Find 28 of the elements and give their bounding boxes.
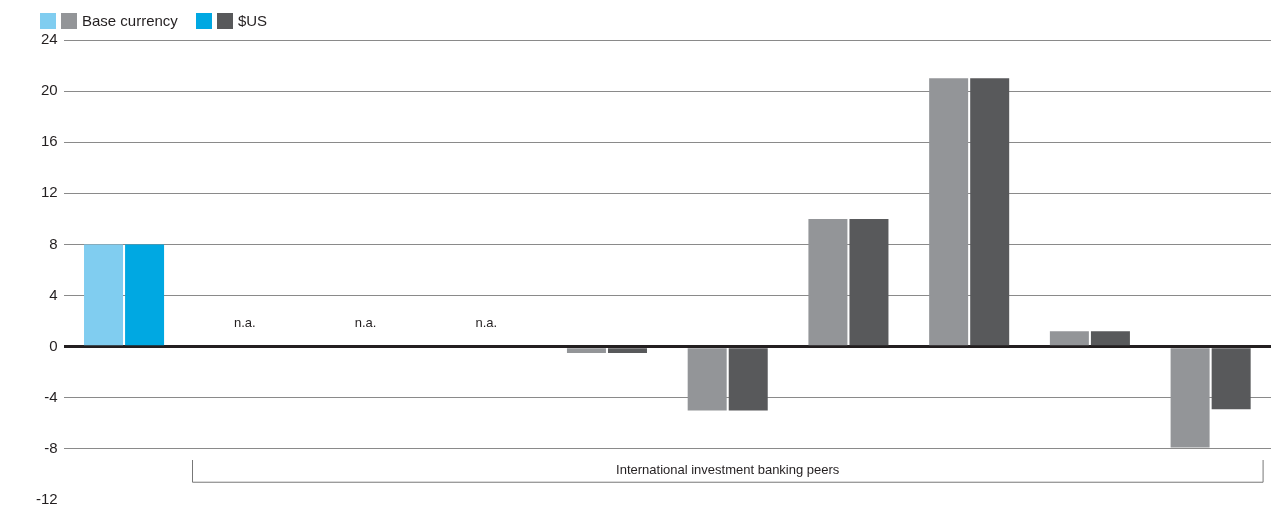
text: n.a. bbox=[475, 314, 498, 330]
y-tick-label: 8 bbox=[49, 234, 58, 252]
text: n.a. bbox=[354, 314, 377, 330]
y-tick-label: 16 bbox=[40, 132, 58, 150]
annotation: International investment banking peers bbox=[616, 462, 840, 478]
bar bbox=[728, 348, 768, 411]
bar bbox=[608, 348, 647, 354]
bar bbox=[84, 244, 124, 346]
text: n.a. bbox=[233, 314, 256, 330]
legend-label: $US bbox=[237, 12, 268, 29]
bar bbox=[1211, 348, 1251, 410]
y-tick-label: -12 bbox=[35, 490, 58, 508]
bar bbox=[566, 348, 606, 354]
bar bbox=[808, 218, 848, 346]
y-tick-label: 0 bbox=[49, 336, 58, 354]
y-tick-label: 24 bbox=[40, 30, 58, 48]
y-tick-label: 20 bbox=[40, 81, 58, 99]
y-tick-label: 12 bbox=[40, 183, 58, 201]
bar bbox=[1090, 331, 1130, 346]
y-tick-label: 4 bbox=[49, 285, 58, 303]
bar bbox=[1170, 348, 1210, 448]
bar bbox=[1049, 331, 1089, 346]
bar bbox=[687, 348, 727, 411]
bar bbox=[849, 218, 889, 346]
legend-label: Base currency bbox=[82, 12, 178, 29]
bar bbox=[125, 244, 165, 346]
y-tick-label: -4 bbox=[44, 387, 58, 405]
y-tick-label: -8 bbox=[44, 439, 58, 457]
